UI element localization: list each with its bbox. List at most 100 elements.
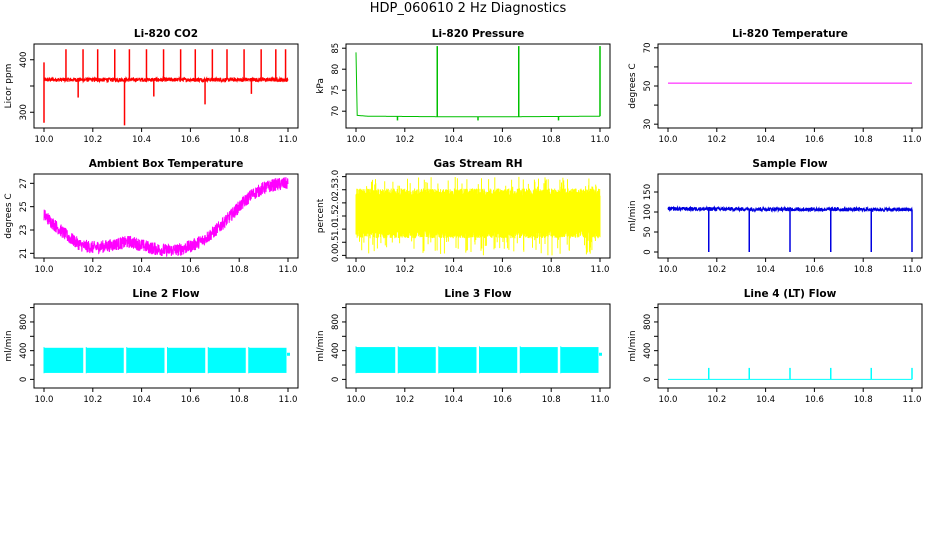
x-tick-label: 10.4 (756, 135, 775, 145)
x-tick-label: 10.8 (854, 395, 873, 405)
x-tick-label: 10.2 (395, 265, 414, 275)
x-tick-label: 10.2 (707, 135, 726, 145)
series-group (43, 347, 290, 374)
flow-block (248, 347, 287, 373)
y-tick-label: 23 (19, 225, 29, 236)
plot-frame (657, 43, 923, 129)
x-tick-label: 10.2 (707, 395, 726, 405)
y-tick-label: 0 (331, 377, 341, 382)
x-tick-label: 10.2 (395, 395, 414, 405)
chart-panel-1: Li-820 CO2 Licor ppm 10.0 10.2 10.4 10.6 10.8 1… (4, 28, 299, 145)
main-title: HDP_060610 2 Hz Diagnostics (369, 1, 567, 16)
chart-panel-2: Li-820 Pressure kPa 10.0 10.2 10.4 10.6 10.8 11… (316, 28, 611, 145)
x-tick-label: 10.4 (132, 395, 151, 405)
y-tick-label: 2.0 (331, 196, 341, 210)
x-tick-label: 10.6 (805, 135, 824, 145)
chart-panel-6: Sample Flow ml/min 10.0 10.2 10.4 10.6 10.8 11.… (628, 158, 923, 275)
series-group (355, 46, 601, 121)
x-tick-label: 10.2 (83, 395, 102, 405)
y-tick-label: 1.0 (331, 222, 341, 236)
x-tick-label: 10.4 (756, 265, 775, 275)
series-trace (355, 52, 600, 118)
panel-title: Gas Stream RH (433, 158, 522, 170)
y-tick-label: 70 (643, 42, 653, 53)
plot-frame (33, 43, 299, 129)
x-tick-label: 10.6 (805, 265, 824, 275)
x-tick-label: 10.6 (181, 265, 200, 275)
x-tick-label: 10.2 (83, 265, 102, 275)
y-tick-label: 150 (643, 184, 653, 200)
chart-panel-7: Line 2 Flow ml/min 10.0 10.2 10.4 10.6 10.8 11.… (4, 288, 299, 405)
y-tick-label: 70 (331, 106, 341, 117)
flow-block (126, 347, 165, 373)
y-tick-label: 800 (331, 314, 341, 330)
x-tick-label: 10.0 (659, 135, 678, 145)
x-tick-label: 10.6 (181, 395, 200, 405)
y-tick-label: 27 (19, 178, 29, 189)
y-tick-label: 300 (19, 104, 29, 120)
y-axis-label: ml/min (316, 330, 326, 361)
panel-title: Ambient Box Temperature (89, 158, 244, 170)
series-trace (355, 176, 601, 256)
y-axis-label: Licor ppm (4, 64, 14, 109)
panel-title: Li-820 Temperature (732, 28, 848, 40)
x-tick-label: 10.6 (181, 135, 200, 145)
flow-block (560, 347, 599, 373)
plot-frame (345, 303, 611, 389)
y-tick-label: 30 (643, 119, 653, 130)
x-tick-label: 10.8 (854, 135, 873, 145)
x-tick-label: 11.0 (903, 135, 922, 145)
flow-block (479, 347, 518, 373)
plot-frame (345, 43, 611, 129)
flow-block (398, 347, 436, 373)
y-tick-label: 21 (19, 248, 29, 259)
x-tick-label: 10.0 (347, 135, 366, 145)
x-tick-label: 11.0 (591, 395, 610, 405)
x-tick-label: 11.0 (903, 265, 922, 275)
y-axis-label: ml/min (4, 330, 14, 361)
x-tick-label: 10.0 (347, 265, 366, 275)
x-tick-label: 10.4 (132, 135, 151, 145)
y-axis-label: degrees C (4, 193, 14, 238)
y-tick-label: 75 (331, 85, 341, 96)
plot-frame (33, 303, 299, 389)
panel-title: Li-820 CO2 (134, 28, 198, 40)
x-tick-label: 10.0 (35, 395, 54, 405)
plot-frame (33, 173, 299, 259)
x-tick-label: 10.4 (444, 135, 463, 145)
y-tick-label: 0.0 (331, 249, 341, 263)
y-tick-label: 400 (331, 343, 341, 359)
y-tick-label: 3.0 (331, 170, 341, 184)
x-tick-label: 10.8 (230, 135, 249, 145)
flow-block (167, 347, 206, 373)
y-tick-label: 80 (331, 64, 341, 75)
y-tick-label: 85 (331, 43, 341, 54)
flow-block (208, 347, 246, 373)
y-tick-label: 0.5 (331, 235, 341, 249)
x-tick-label: 10.8 (230, 265, 249, 275)
flow-block (44, 347, 84, 373)
x-tick-label: 10.0 (659, 265, 678, 275)
x-tick-label: 10.8 (854, 265, 873, 275)
x-tick-label: 10.8 (542, 135, 561, 145)
y-tick-label: 100 (643, 204, 653, 220)
x-tick-label: 10.8 (230, 395, 249, 405)
series-group (355, 346, 602, 374)
y-tick-label: 50 (643, 227, 653, 238)
y-tick-label: 400 (19, 343, 29, 359)
x-tick-label: 10.2 (83, 135, 102, 145)
flow-block (520, 347, 558, 373)
y-axis-label: ml/min (628, 330, 638, 361)
x-tick-label: 10.4 (132, 265, 151, 275)
series-group (43, 177, 289, 257)
y-tick-label: 400 (19, 52, 29, 68)
series-group (355, 176, 601, 256)
y-tick-label: 0 (643, 249, 653, 254)
series-group (667, 205, 913, 252)
x-tick-label: 10.8 (542, 395, 561, 405)
x-tick-label: 10.6 (493, 395, 512, 405)
x-tick-label: 10.0 (35, 265, 54, 275)
x-tick-label: 11.0 (279, 395, 298, 405)
x-tick-label: 11.0 (903, 395, 922, 405)
